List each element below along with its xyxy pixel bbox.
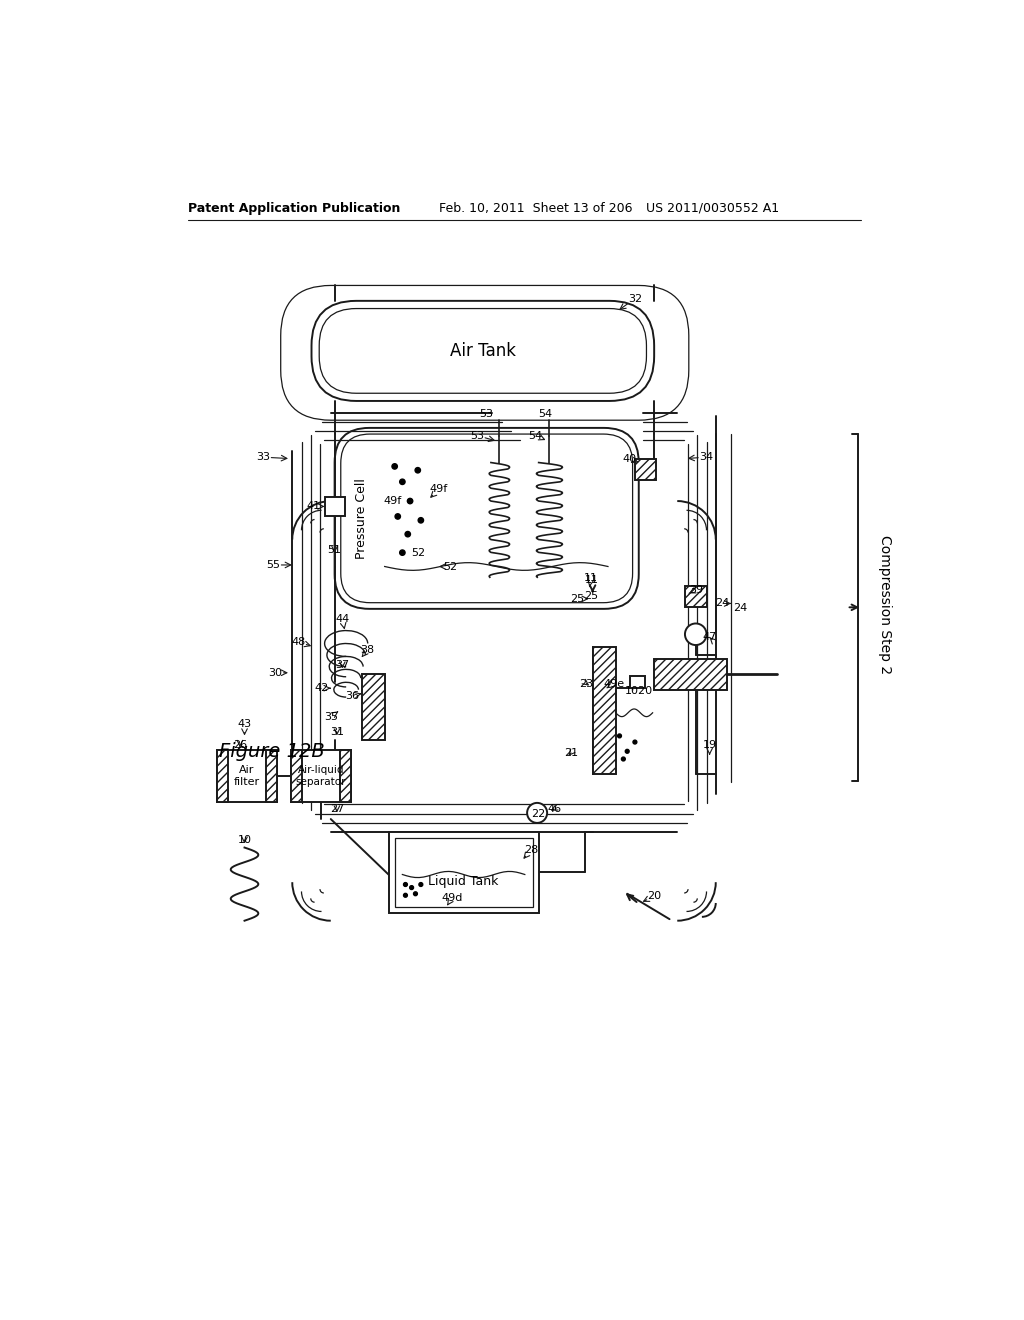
Text: 31: 31: [330, 727, 344, 737]
Text: Feb. 10, 2011  Sheet 13 of 206: Feb. 10, 2011 Sheet 13 of 206: [438, 202, 632, 215]
Text: 21: 21: [564, 748, 579, 758]
Text: 40: 40: [623, 454, 637, 463]
Text: 49e: 49e: [603, 678, 625, 689]
Circle shape: [395, 513, 400, 519]
Text: 32: 32: [628, 293, 642, 304]
Bar: [685, 586, 707, 607]
Text: 55: 55: [266, 560, 280, 570]
Circle shape: [633, 741, 637, 744]
Text: 39: 39: [689, 585, 703, 594]
Text: 10: 10: [238, 834, 252, 845]
Text: Figure 12B: Figure 12B: [219, 742, 325, 760]
Bar: [630, 676, 645, 688]
Circle shape: [399, 479, 406, 484]
Text: 11: 11: [585, 576, 599, 585]
Text: Liquid Tank: Liquid Tank: [428, 875, 499, 888]
Text: 49d: 49d: [441, 892, 463, 903]
Text: 41: 41: [307, 502, 321, 511]
Bar: [635, 459, 656, 480]
Text: 24: 24: [715, 598, 729, 609]
Text: 27: 27: [330, 804, 344, 814]
Text: 35: 35: [324, 711, 338, 722]
Bar: [654, 659, 727, 689]
Text: 42: 42: [314, 684, 329, 693]
FancyBboxPatch shape: [335, 428, 639, 609]
Text: 43: 43: [238, 719, 252, 730]
Text: 37: 37: [335, 660, 349, 671]
Text: 11: 11: [584, 573, 598, 583]
Text: 34: 34: [699, 453, 714, 462]
Text: 36: 36: [345, 690, 359, 701]
Text: 24: 24: [733, 603, 748, 612]
Circle shape: [415, 467, 421, 473]
Text: 19: 19: [702, 741, 717, 750]
Text: 54: 54: [538, 409, 552, 418]
Circle shape: [617, 734, 622, 738]
Bar: [325, 498, 345, 516]
Bar: [593, 647, 615, 775]
Text: 52: 52: [411, 548, 425, 557]
Circle shape: [419, 883, 423, 887]
Text: 47: 47: [702, 632, 717, 643]
Text: Patent Application Publication: Patent Application Publication: [188, 202, 400, 215]
Text: Pressure Cell: Pressure Cell: [355, 478, 368, 558]
Bar: [217, 750, 227, 803]
Bar: [217, 750, 276, 803]
Text: 53: 53: [479, 409, 494, 418]
Circle shape: [399, 550, 406, 556]
Circle shape: [527, 803, 547, 822]
Circle shape: [414, 892, 418, 896]
Text: 44: 44: [335, 614, 349, 624]
Circle shape: [408, 499, 413, 504]
Bar: [266, 750, 276, 803]
Text: 51: 51: [328, 545, 342, 554]
Text: 26: 26: [232, 741, 247, 750]
Text: 20: 20: [647, 891, 662, 902]
Text: 30: 30: [268, 668, 283, 677]
Text: 33: 33: [256, 453, 270, 462]
Bar: [361, 675, 385, 739]
Text: 52: 52: [443, 561, 457, 572]
Text: Compression Step 2: Compression Step 2: [879, 536, 892, 675]
Text: 53: 53: [470, 430, 484, 441]
Text: Air Tank: Air Tank: [450, 342, 516, 360]
Circle shape: [403, 894, 408, 898]
Text: US 2011/0030552 A1: US 2011/0030552 A1: [646, 202, 779, 215]
Bar: [291, 750, 351, 803]
Circle shape: [410, 886, 414, 890]
Circle shape: [685, 623, 707, 645]
Text: Air
filter: Air filter: [233, 766, 260, 787]
Bar: [291, 750, 301, 803]
Text: 23: 23: [580, 678, 594, 689]
Circle shape: [392, 463, 397, 469]
Circle shape: [418, 517, 424, 523]
Text: Air-liquid
separator: Air-liquid separator: [296, 766, 346, 787]
Circle shape: [626, 750, 629, 754]
Text: 28: 28: [524, 845, 538, 855]
Circle shape: [622, 758, 626, 760]
Text: 49f: 49f: [429, 484, 447, 495]
Text: 22: 22: [531, 809, 546, 820]
Text: 25: 25: [570, 594, 585, 603]
Text: 1020: 1020: [625, 686, 653, 696]
Text: 49f: 49f: [383, 496, 401, 506]
Text: 48: 48: [291, 638, 305, 647]
Text: 46: 46: [547, 804, 561, 814]
Text: 25: 25: [584, 591, 598, 601]
Bar: [388, 832, 539, 913]
Text: 54: 54: [528, 430, 543, 441]
FancyBboxPatch shape: [311, 301, 654, 401]
Bar: [394, 838, 532, 907]
Bar: [340, 750, 351, 803]
Circle shape: [406, 532, 411, 537]
Circle shape: [403, 883, 408, 887]
Text: 38: 38: [360, 644, 375, 655]
